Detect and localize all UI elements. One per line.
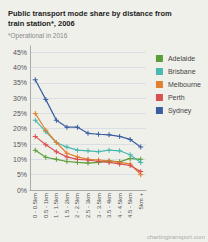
- svg-text:Melbourne: Melbourne: [168, 81, 201, 88]
- svg-text:chartingtransport.com: chartingtransport.com: [147, 234, 205, 240]
- svg-text:Adelaide: Adelaide: [168, 55, 195, 62]
- svg-text:25%: 25%: [13, 110, 27, 117]
- svg-text:1 - 1.5km: 1 - 1.5km: [53, 193, 59, 218]
- svg-text:0.5 - 1km: 0.5 - 1km: [43, 193, 49, 218]
- svg-text:3.5 - 4km: 3.5 - 4km: [106, 193, 112, 218]
- svg-text:10%: 10%: [13, 156, 27, 163]
- svg-text:2.5 - 3km: 2.5 - 3km: [85, 193, 91, 218]
- svg-text:Brisbane: Brisbane: [168, 68, 196, 75]
- svg-text:5%: 5%: [17, 171, 27, 178]
- svg-text:0%: 0%: [17, 187, 27, 194]
- svg-text:35%: 35%: [13, 79, 27, 86]
- svg-text:train station*, 2006: train station*, 2006: [8, 19, 75, 28]
- svg-text:*Operational in 2016: *Operational in 2016: [8, 32, 68, 40]
- svg-text:40%: 40%: [13, 64, 27, 71]
- svg-text:Perth: Perth: [168, 94, 185, 101]
- svg-text:4.5 - 5km: 4.5 - 5km: [127, 193, 133, 218]
- svg-text:30%: 30%: [13, 95, 27, 102]
- svg-text:Sydney: Sydney: [168, 107, 192, 115]
- svg-text:4 - 4.5km: 4 - 4.5km: [117, 193, 123, 218]
- svg-text:20%: 20%: [13, 125, 27, 132]
- svg-text:Public transport mode share by: Public transport mode share by distance …: [8, 9, 172, 18]
- svg-text:0 - 0.5km: 0 - 0.5km: [32, 193, 38, 218]
- svg-text:1.5 - 2km: 1.5 - 2km: [64, 193, 70, 218]
- svg-text:2 - 2.5km: 2 - 2.5km: [74, 193, 80, 218]
- svg-text:15%: 15%: [13, 141, 27, 148]
- svg-text:5km +: 5km +: [138, 193, 144, 210]
- svg-text:3 - 3.5km: 3 - 3.5km: [96, 193, 102, 218]
- svg-text:45%: 45%: [13, 49, 27, 56]
